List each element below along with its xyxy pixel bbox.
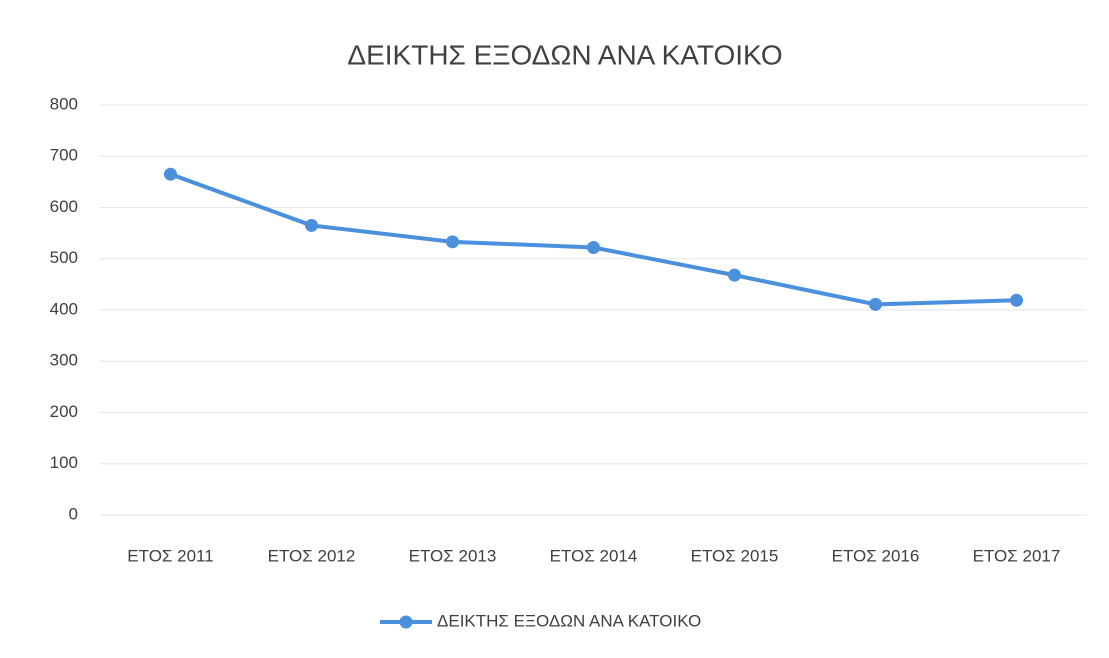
y-tick-label: 300 <box>50 351 78 370</box>
chart-title: ΔΕΙΚΤΗΣ ΕΞΟΔΩΝ ΑΝΑ ΚΑΤΟΙΚΟ <box>347 39 782 70</box>
y-tick-label: 100 <box>50 453 78 472</box>
y-tick-label: 800 <box>50 94 78 113</box>
x-tick-label: ΕΤΟΣ 2012 <box>268 546 356 565</box>
data-point <box>587 240 600 254</box>
legend-marker <box>399 615 413 629</box>
x-tick-label: ΕΤΟΣ 2015 <box>691 546 779 565</box>
x-tick-label: ΕΤΟΣ 2017 <box>973 546 1061 565</box>
y-tick-label: 0 <box>69 504 78 523</box>
data-point <box>869 297 882 311</box>
legend-label: ΔΕΙΚΤΗΣ ΕΞΟΔΩΝ ΑΝΑ ΚΑΤΟΙΚΟ <box>437 611 701 630</box>
data-point <box>305 218 318 232</box>
x-tick-label: ΕΤΟΣ 2011 <box>127 546 213 565</box>
y-tick-label: 700 <box>50 146 78 165</box>
x-tick-label: ΕΤΟΣ 2016 <box>832 546 920 565</box>
y-tick-label: 500 <box>50 248 78 267</box>
x-tick-label: ΕΤΟΣ 2014 <box>550 546 638 565</box>
y-tick-label: 600 <box>50 197 78 216</box>
data-point <box>1010 293 1023 307</box>
data-point <box>728 268 741 282</box>
data-point <box>164 167 177 181</box>
x-tick-label: ΕΤΟΣ 2013 <box>409 546 497 565</box>
data-point <box>446 235 459 249</box>
y-tick-label: 200 <box>50 402 78 421</box>
y-tick-label: 400 <box>50 299 78 318</box>
